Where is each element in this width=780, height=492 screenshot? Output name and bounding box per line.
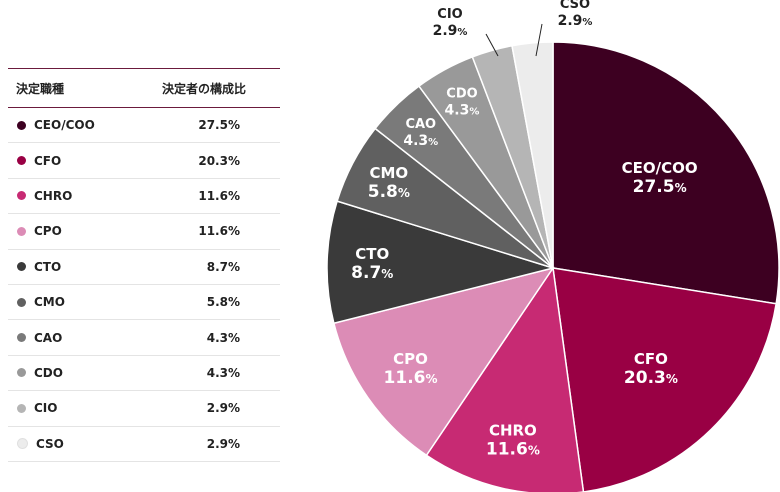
slice-label: CPO 11.6% xyxy=(384,350,438,388)
legend-row: CFO 20.3% xyxy=(8,143,280,179)
legend-row: CMO 5.8% xyxy=(8,285,280,321)
pie-slice xyxy=(332,266,555,457)
pie-slice xyxy=(326,200,556,325)
legend-swatch xyxy=(17,297,26,307)
legend-share-value: 4.3% xyxy=(206,365,240,380)
legend-swatch xyxy=(17,368,26,378)
pie-slice xyxy=(552,267,778,492)
legend-role-label: CEO/COO xyxy=(34,118,95,133)
legend-swatch xyxy=(17,333,26,343)
legend-swatch xyxy=(17,403,26,413)
slice-label: CIO 2.9% xyxy=(433,7,468,39)
slice-label: CAO 4.3% xyxy=(403,117,438,149)
slice-label: CMO 5.8% xyxy=(368,164,410,202)
legend-share-value: 27.5% xyxy=(198,118,240,133)
pie-slice xyxy=(425,265,585,492)
legend-share-value: 2.9% xyxy=(206,401,240,416)
legend-share-value: 5.8% xyxy=(206,295,240,310)
legend-swatch xyxy=(17,438,28,450)
legend-role-label: CIO xyxy=(34,401,58,416)
legend-role-label: CDO xyxy=(34,365,63,380)
legend-row: CIO 2.9% xyxy=(8,391,280,427)
legend-rows: CEO/COO 27.5% CFO 20.3% CHRO 11.6% CPO 11.6% CTO… xyxy=(8,108,280,462)
legend-role-label: CPO xyxy=(34,224,62,239)
legend-row: CDO 4.3% xyxy=(8,356,280,392)
legend-share-value: 2.9% xyxy=(206,436,240,451)
legend-role-label: CAO xyxy=(34,330,63,345)
legend-swatch xyxy=(17,191,26,201)
slice-label: CHRO 11.6% xyxy=(486,422,540,460)
legend-row: CEO/COO 27.5% xyxy=(8,108,280,144)
slice-label: CTO 8.7% xyxy=(351,245,393,283)
legend-share-value: 11.6% xyxy=(198,188,240,203)
legend-header: 決定職種 決定者の構成比 xyxy=(8,68,280,108)
leader-line xyxy=(485,33,499,57)
legend-role-label: CHRO xyxy=(34,188,73,203)
legend-header-share: 決定者の構成比 xyxy=(162,81,247,96)
legend-share-value: 20.3% xyxy=(198,153,240,168)
leader-line xyxy=(535,23,543,57)
pie-slice xyxy=(552,41,780,305)
legend-role-label: CMO xyxy=(34,295,65,310)
legend-row: CHRO 11.6% xyxy=(8,179,280,215)
legend-table: 決定職種 決定者の構成比 CEO/COO 27.5% CFO 20.3% CHRO 11.… xyxy=(8,68,280,462)
legend-swatch xyxy=(17,156,26,166)
legend-role-label: CFO xyxy=(34,153,62,168)
legend-share-value: 4.3% xyxy=(206,330,240,345)
slice-label: CEO/COO 27.5% xyxy=(622,159,698,197)
slice-label: CSO 2.9% xyxy=(558,0,593,29)
legend-row: CTO 8.7% xyxy=(8,250,280,285)
legend-share-value: 11.6% xyxy=(198,224,240,239)
legend-swatch xyxy=(17,226,26,236)
legend-share-value: 8.7% xyxy=(206,259,240,274)
pie-slice xyxy=(511,41,554,269)
legend-row: CSO 2.9% xyxy=(8,427,280,462)
legend-row: CAO 4.3% xyxy=(8,320,280,356)
slice-label: CDO 4.3% xyxy=(445,86,480,118)
legend-row: CPO 11.6% xyxy=(8,214,280,250)
legend-swatch xyxy=(17,120,26,130)
slice-label: CFO 20.3% xyxy=(624,350,678,388)
legend-header-role: 決定職種 xyxy=(16,81,65,96)
legend-role-label: CSO xyxy=(36,436,64,451)
legend-role-label: CTO xyxy=(34,259,62,274)
legend-swatch xyxy=(17,262,26,272)
